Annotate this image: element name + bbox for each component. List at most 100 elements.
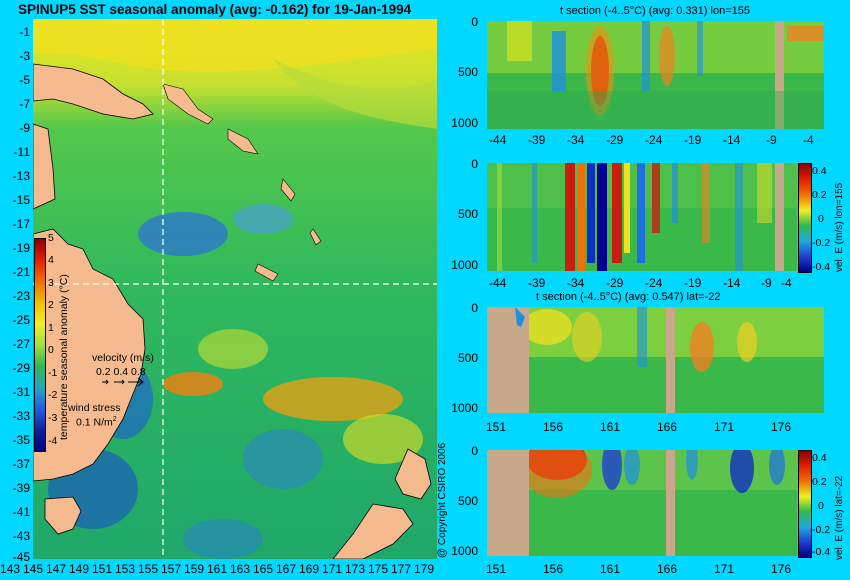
lon-tick: 167 bbox=[276, 562, 297, 576]
panel2-cb-tick: 0 bbox=[818, 213, 824, 225]
panel3-y-tick: 1000 bbox=[451, 401, 478, 415]
colorbar-tick: 3 bbox=[48, 277, 54, 289]
panel1-title: t section (-4..5°C) (avg: 0.331) lon=155 bbox=[560, 5, 750, 17]
panel3-x-tick: 151 bbox=[486, 420, 507, 434]
panel2-cb-tick: 0.4 bbox=[812, 165, 827, 177]
panel1-x-axis: -44 -39 -34 -29 -24 -19 -14 -9 -4 bbox=[480, 133, 840, 149]
lat-tick: -31 bbox=[12, 385, 30, 399]
panel1-y-tick: 1000 bbox=[451, 116, 478, 130]
lon-tick: 149 bbox=[69, 562, 90, 576]
lat-tick: -7 bbox=[19, 97, 30, 111]
panel2-colorbar-ticks: 0.4 0.2 0 -0.2 -0.4 bbox=[812, 165, 834, 275]
panel2-y-tick: 1000 bbox=[451, 258, 478, 272]
panel2-x-tick: -19 bbox=[684, 276, 702, 290]
lat-tick: -23 bbox=[12, 289, 30, 303]
lat-tick: -5 bbox=[19, 73, 30, 87]
lat-tick: -9 bbox=[19, 121, 30, 135]
lon-tick: 179 bbox=[414, 562, 435, 576]
panel2-x-tick: -24 bbox=[645, 276, 663, 290]
panel2-cb-tick: -0.2 bbox=[812, 237, 831, 249]
panel3-y-axis: 0 500 1000 bbox=[450, 301, 485, 416]
panel4-x-tick: 161 bbox=[600, 562, 621, 576]
panel4-y-tick: 0 bbox=[471, 444, 478, 458]
panel1-y-tick: 0 bbox=[471, 15, 478, 29]
panel1-x-tick: -4 bbox=[803, 133, 814, 147]
panel4-plot bbox=[487, 450, 797, 556]
colorbar-tick: 2 bbox=[48, 299, 54, 311]
lon-tick: 169 bbox=[299, 562, 320, 576]
sst-anomaly-map bbox=[33, 19, 437, 559]
panel4-cb-tick: 0.4 bbox=[812, 452, 827, 464]
panel1-plot bbox=[487, 21, 824, 129]
panel1-x-tick: -19 bbox=[684, 133, 702, 147]
velocity-legend-scale: 0.2 0.4 0.8 bbox=[96, 366, 146, 378]
panel2-x-tick: -4 bbox=[781, 276, 792, 290]
lon-tick: 175 bbox=[368, 562, 389, 576]
panel1-x-tick: -39 bbox=[528, 133, 546, 147]
panel3-title: t section (-4..5°C) (avg: 0.547) lat=-22 bbox=[536, 291, 721, 303]
velocity-legend-label: velocity (m/s) bbox=[92, 352, 154, 364]
lon-tick: 159 bbox=[184, 562, 205, 576]
panel2-y-axis: 0 500 1000 bbox=[450, 157, 485, 272]
panel3-y-tick: 0 bbox=[471, 301, 478, 315]
lat-tick: -39 bbox=[12, 481, 30, 495]
colorbar-tick: -4 bbox=[48, 435, 58, 447]
lon-tick: 143 bbox=[0, 562, 21, 576]
lon-tick: 177 bbox=[391, 562, 412, 576]
panel2-cb-tick: -0.4 bbox=[812, 261, 831, 273]
lat-tick: -3 bbox=[19, 49, 30, 63]
lat-tick: -19 bbox=[12, 241, 30, 255]
lon-tick: 151 bbox=[92, 562, 113, 576]
colorbar-tick: -2 bbox=[48, 389, 58, 401]
panel4-cb-tick: 0.2 bbox=[812, 476, 827, 488]
lat-tick: -29 bbox=[12, 361, 30, 375]
panel2-y-tick: 500 bbox=[457, 207, 478, 221]
panel1-x-tick: -34 bbox=[567, 133, 585, 147]
lat-tick: -21 bbox=[12, 265, 30, 279]
colorbar-tick: 1 bbox=[48, 322, 54, 334]
panel1-x-tick: -14 bbox=[723, 133, 741, 147]
colorbar-tick: 4 bbox=[48, 254, 54, 266]
panel3-y-tick: 500 bbox=[457, 351, 478, 365]
panel1-y-axis: 0 500 1000 bbox=[450, 15, 485, 130]
lon-tick: 147 bbox=[46, 562, 67, 576]
panel2-x-tick: -34 bbox=[567, 276, 585, 290]
lon-tick: 145 bbox=[23, 562, 44, 576]
lon-tick: 171 bbox=[322, 562, 343, 576]
panel3-x-tick: 166 bbox=[657, 420, 678, 434]
panel2-x-tick: -39 bbox=[528, 276, 546, 290]
lat-tick: -1 bbox=[19, 25, 30, 39]
panel2-cb-tick: 0.2 bbox=[812, 189, 827, 201]
panel3-x-tick: 156 bbox=[543, 420, 564, 434]
lat-tick: -33 bbox=[12, 409, 30, 423]
lon-tick: 153 bbox=[115, 562, 136, 576]
sst-map-svg bbox=[33, 19, 437, 559]
colorbar-tick: 0 bbox=[48, 344, 54, 356]
lon-tick: 163 bbox=[230, 562, 251, 576]
panel4-x-tick: 176 bbox=[771, 562, 792, 576]
panel4-x-tick: 166 bbox=[657, 562, 678, 576]
lat-tick: -41 bbox=[12, 505, 30, 519]
wind-legend-scale: 0.1 N/m2 bbox=[76, 416, 117, 429]
map-colorbar-ticks: 5 4 3 2 1 0 -1 -2 -3 -4 bbox=[48, 232, 68, 454]
panel2-colorbar-label: vel. E (m/s) lon=155 bbox=[834, 182, 845, 272]
panel4-colorbar-ticks: 0.4 0.2 0 -0.2 -0.4 bbox=[812, 452, 834, 560]
lat-tick: -13 bbox=[12, 169, 30, 183]
panel4-y-tick: 1000 bbox=[451, 544, 478, 558]
panel2-x-axis: -44 -39 -34 -29 -24 -19 -14 -9 -4 bbox=[480, 276, 840, 292]
panel1-y-tick: 500 bbox=[457, 65, 478, 79]
lat-tick: -11 bbox=[13, 145, 30, 159]
colorbar-tick: 5 bbox=[48, 232, 54, 244]
lon-tick: 161 bbox=[207, 562, 228, 576]
panel1-x-tick: -44 bbox=[489, 133, 507, 147]
panel1-x-tick: -29 bbox=[606, 133, 624, 147]
panel4-x-tick: 171 bbox=[714, 562, 735, 576]
panel4-x-tick: 151 bbox=[486, 562, 507, 576]
panel4-cb-tick: -0.4 bbox=[812, 546, 831, 558]
copyright-note: @ Copyright CSIRO 2006 bbox=[437, 442, 448, 558]
lat-tick: -25 bbox=[12, 313, 30, 327]
panel4-colorbar-label: vel. E (m/s) lat=-22 bbox=[834, 475, 845, 560]
wind-legend-label: wind stress bbox=[68, 402, 121, 414]
colorbar-tick: -3 bbox=[48, 412, 58, 424]
panel4-y-axis: 0 500 1000 bbox=[450, 444, 485, 559]
